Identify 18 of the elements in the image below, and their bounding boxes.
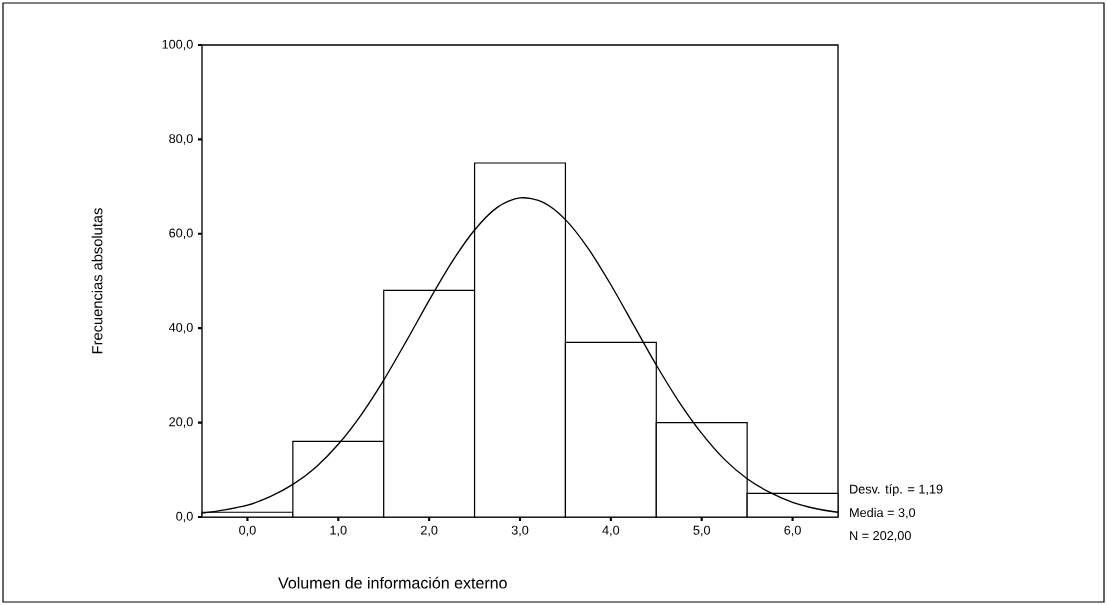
- y-tick-label: 20,0: [169, 417, 193, 428]
- x-tick-label: 4,0: [602, 525, 620, 537]
- text: N = 202,00: [850, 531, 911, 542]
- x-tick-label: 3,0: [511, 525, 529, 537]
- y-tick-label: 100,0: [162, 39, 193, 51]
- x-tick-label: 6,0: [784, 525, 801, 537]
- x-axis-title: Volumen de información externo: [278, 576, 507, 589]
- y-tick-label: 80,0: [169, 134, 193, 145]
- y-axis-title: Frecuencias absolutas: [91, 208, 103, 354]
- y-tick-label: 40,0: [168, 322, 193, 334]
- y-tick-label: 60,0: [169, 228, 193, 240]
- x-tick-label: 2,0: [420, 525, 438, 537]
- x-tick-label: 0,0: [239, 525, 256, 537]
- y-tick-label: 0,0: [176, 511, 193, 523]
- x-tick-label: 1,0: [330, 525, 347, 537]
- text: Media = 3,0: [850, 507, 916, 519]
- x-tick-label: 5,0: [693, 525, 711, 537]
- text: Desv. típ. = 1,19: [850, 484, 943, 497]
